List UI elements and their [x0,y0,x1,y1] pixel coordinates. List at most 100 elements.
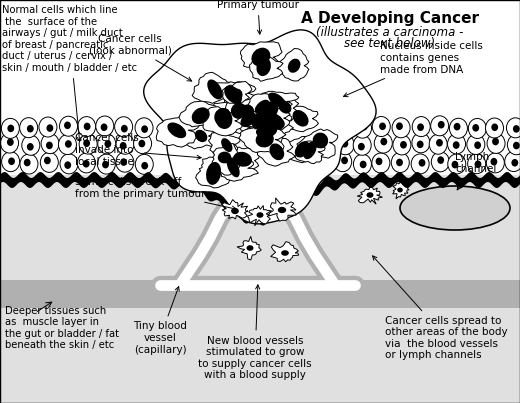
Ellipse shape [249,112,259,127]
Ellipse shape [206,162,221,185]
Ellipse shape [224,85,242,104]
Ellipse shape [233,152,252,167]
Ellipse shape [475,160,482,168]
Polygon shape [243,124,277,141]
Ellipse shape [429,134,447,154]
Ellipse shape [98,134,116,154]
Ellipse shape [393,135,411,155]
Ellipse shape [60,154,78,174]
Ellipse shape [400,141,407,149]
Polygon shape [235,112,278,133]
Ellipse shape [227,157,240,177]
Ellipse shape [281,250,289,256]
Ellipse shape [264,113,283,129]
Ellipse shape [195,130,207,142]
Polygon shape [357,185,383,204]
Ellipse shape [240,104,254,120]
Ellipse shape [84,123,90,130]
Ellipse shape [431,116,449,136]
Ellipse shape [467,135,485,154]
Ellipse shape [24,159,31,166]
Text: see text below): see text below) [344,37,436,50]
Ellipse shape [353,135,371,155]
Ellipse shape [79,134,97,154]
Polygon shape [217,99,257,125]
Ellipse shape [361,123,368,131]
Ellipse shape [7,125,14,132]
Ellipse shape [303,141,317,159]
Text: Normal cells which line
 the  surface of the
airways / gut / milk duct
of breast: Normal cells which line the surface of t… [2,5,137,141]
Ellipse shape [262,102,278,118]
Ellipse shape [256,128,268,138]
Ellipse shape [2,118,19,138]
Ellipse shape [411,154,429,174]
Ellipse shape [7,138,14,146]
Polygon shape [212,158,258,181]
Bar [0,303,520,403]
Ellipse shape [436,139,443,147]
Text: Deeper tissues such
as  muscle layer in
the gut or bladder / fat
beneath the ski: Deeper tissues such as muscle layer in t… [5,305,119,350]
Ellipse shape [20,154,38,174]
Polygon shape [179,101,217,127]
Ellipse shape [513,142,520,150]
Ellipse shape [255,114,267,133]
Ellipse shape [97,154,115,174]
Polygon shape [393,181,409,199]
Ellipse shape [278,207,286,213]
Polygon shape [226,109,266,134]
Ellipse shape [396,123,403,130]
Polygon shape [295,141,325,164]
Polygon shape [258,91,299,109]
Ellipse shape [448,154,466,174]
Ellipse shape [417,141,424,148]
Ellipse shape [256,58,271,76]
Ellipse shape [375,158,382,165]
Ellipse shape [508,135,520,155]
Ellipse shape [472,124,479,132]
Polygon shape [202,107,242,136]
Ellipse shape [342,140,348,147]
Ellipse shape [27,143,34,151]
Ellipse shape [451,161,458,168]
Polygon shape [224,147,259,175]
Ellipse shape [491,123,498,131]
Ellipse shape [2,152,20,172]
Text: Cancer cells
(look abnormal): Cancer cells (look abnormal) [88,34,192,81]
Ellipse shape [96,116,114,136]
Polygon shape [209,133,240,156]
Ellipse shape [486,118,503,138]
Ellipse shape [138,140,145,147]
Polygon shape [144,30,376,224]
Ellipse shape [231,103,247,119]
Ellipse shape [419,159,425,167]
Polygon shape [248,94,285,124]
Ellipse shape [397,187,403,193]
Ellipse shape [374,133,392,153]
Polygon shape [248,206,271,226]
Ellipse shape [449,118,467,138]
Ellipse shape [341,157,348,164]
Ellipse shape [354,118,371,138]
Ellipse shape [246,245,254,251]
Ellipse shape [27,125,34,133]
Ellipse shape [116,134,134,154]
Ellipse shape [44,157,51,164]
Polygon shape [239,110,278,133]
Ellipse shape [22,135,40,155]
Ellipse shape [513,125,519,133]
Ellipse shape [65,140,72,148]
Ellipse shape [268,93,286,108]
Ellipse shape [506,118,520,138]
Polygon shape [248,106,290,130]
Polygon shape [239,111,269,130]
Ellipse shape [412,133,430,153]
Polygon shape [278,48,309,81]
Text: Cancer cells spread to
other areas of the body
via  the blood vessels
or lymph c: Cancer cells spread to other areas of th… [373,256,508,360]
Ellipse shape [379,123,386,130]
Polygon shape [222,199,248,219]
Ellipse shape [101,123,108,131]
Ellipse shape [334,152,352,172]
Polygon shape [284,136,324,163]
Polygon shape [222,81,252,103]
Ellipse shape [392,118,410,138]
